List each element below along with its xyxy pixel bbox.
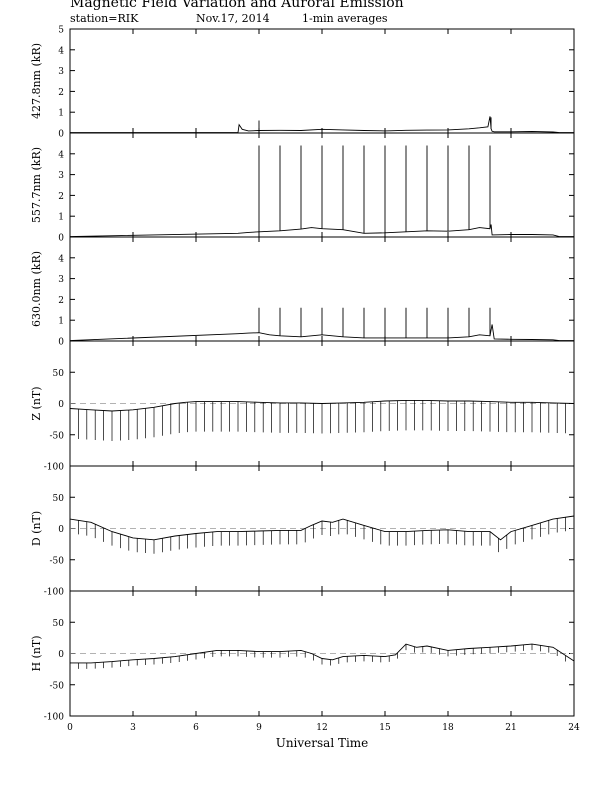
x-tick-label: 18 [442, 723, 454, 733]
y-tick-label: 1 [58, 109, 64, 119]
y-tick-label: 4 [58, 254, 64, 264]
y-tick-label: 0 [58, 234, 64, 244]
panel-frame [69, 28, 575, 134]
y-axis-label: H (nT) [30, 635, 43, 671]
y-tick-label: -50 [50, 431, 65, 441]
x-tick-label: 6 [193, 723, 199, 733]
averaging-label: 1-min averages [302, 12, 388, 25]
y-tick-label: 0 [58, 338, 64, 348]
y-tick-label: 50 [53, 619, 65, 629]
y-tick-label: -100 [44, 713, 64, 723]
y-tick-label: 1 [58, 317, 64, 327]
y-tick-label: 1 [58, 213, 64, 223]
series-line [69, 399, 575, 412]
date-label: Nov.17, 2014 [196, 12, 270, 25]
y-tick-label: 2 [58, 88, 64, 98]
series-line [69, 515, 575, 541]
x-tick-label: 9 [256, 723, 262, 733]
y-tick-label: 50 [53, 369, 65, 379]
y-tick-label: -100 [44, 588, 64, 598]
x-tick-label: 3 [130, 723, 136, 733]
series-line [69, 224, 574, 238]
y-tick-label: 3 [58, 171, 64, 181]
y-tick-label: 0 [58, 130, 64, 140]
y-tick-label: 3 [58, 275, 64, 285]
y-axis-label: 557.7nm (kR) [30, 147, 43, 223]
station-label: station=RIK [70, 12, 139, 25]
y-tick-label: 50 [53, 494, 65, 504]
y-tick-label: 0 [58, 650, 64, 660]
y-tick-label: 0 [58, 525, 64, 535]
y-tick-label: -50 [50, 556, 65, 566]
y-tick-label: -100 [44, 463, 64, 473]
x-tick-label: 15 [379, 723, 391, 733]
x-axis-label: Universal Time [276, 736, 369, 750]
y-tick-label: 0 [58, 400, 64, 410]
y-tick-label: 4 [58, 150, 64, 160]
x-tick-label: 24 [568, 723, 580, 733]
x-tick-label: 21 [505, 723, 516, 733]
y-tick-label: 2 [58, 296, 64, 306]
y-tick-label: -50 [50, 681, 65, 691]
y-axis-label: 427.8nm (kR) [30, 43, 43, 119]
y-axis-label: 630.0nm (kR) [30, 251, 43, 327]
series-line [69, 324, 574, 342]
y-axis-label: Z (nT) [30, 386, 43, 420]
y-tick-label: 2 [58, 192, 64, 202]
y-axis-label: D (nT) [30, 511, 43, 546]
y-tick-label: 5 [58, 26, 64, 36]
y-tick-label: 3 [58, 67, 64, 77]
y-tick-label: 4 [58, 46, 64, 56]
series-line [70, 116, 574, 134]
chart-title: Magnetic Field Variation and Auroral Emi… [70, 0, 404, 11]
x-tick-label: 12 [316, 723, 327, 733]
series-line [70, 643, 575, 664]
x-tick-label: 0 [67, 723, 73, 733]
